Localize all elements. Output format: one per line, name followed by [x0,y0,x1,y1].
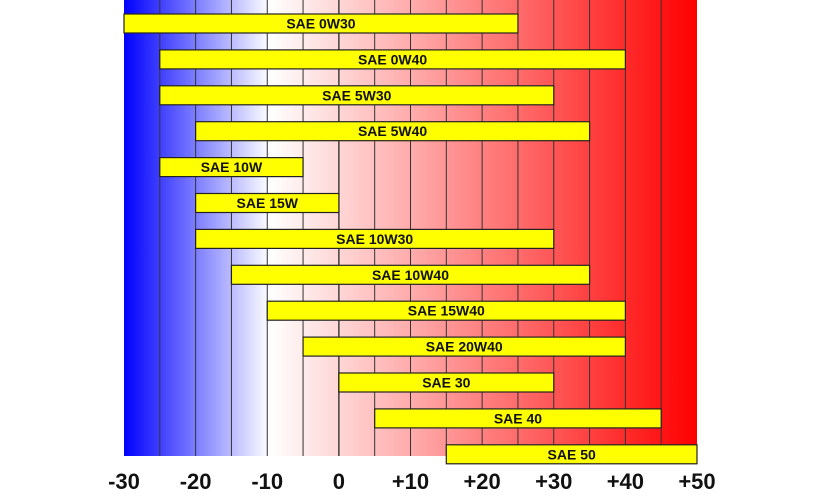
bar-label: SAE 40 [494,410,542,426]
bar-rect [159,85,555,106]
x-tick-label: -30 [108,469,140,494]
x-tick-label: -10 [251,469,283,494]
bar-rect [195,228,555,249]
bar-rect [266,300,626,321]
bar-rect [159,157,304,178]
x-tick-label: +10 [392,469,429,494]
bar-sae-30: SAE 30 [338,372,555,393]
bar-rect [195,192,340,214]
bars-group: SAE 0W30 SAE 0W40 SAE 5W30 SAE 5W40 SAE 10W S… [123,13,698,465]
bar-sae-10w30: SAE 10W30 [195,228,555,249]
bar-label: SAE 0W40 [358,51,427,67]
bar-label: SAE 5W40 [358,123,427,139]
x-tick-label: 0 [333,469,345,494]
bar-label: SAE 50 [548,446,596,462]
bar-sae-10w: SAE 10W [159,157,304,178]
bar-rect [302,336,626,357]
bar-sae-5w40: SAE 5W40 [195,121,591,142]
bar-label: SAE 0W30 [286,16,355,32]
bar-label: SAE 15W40 [408,303,485,319]
bar-label: SAE 10W [201,159,263,175]
bar-sae-0w30: SAE 0W30 [123,13,519,34]
bar-rect [230,264,591,285]
bar-label: SAE 30 [422,375,470,391]
bar-label: SAE 10W30 [336,231,413,247]
bar-sae-15w40: SAE 15W40 [266,300,626,321]
bar-rect [195,121,591,142]
x-axis-tick-labels: -30 -20 -10 0 +10 +20 +30 +40 +50 [108,469,716,494]
bar-rect [338,372,555,393]
bar-label: SAE 10W40 [372,267,449,283]
x-tick-label: +40 [607,469,644,494]
x-tick-label: -20 [180,469,212,494]
bar-sae-5w30: SAE 5W30 [159,85,555,106]
bar-label: SAE 15W [237,195,299,211]
bar-sae-15w: SAE 15W [195,192,340,214]
bar-rect [374,408,662,429]
bar-sae-50: SAE 50 [445,444,698,465]
x-tick-label: +50 [678,469,715,494]
bar-rect [159,49,626,70]
bar-sae-20w40: SAE 20W40 [302,336,626,357]
x-tick-label: +30 [535,469,572,494]
bar-sae-40: SAE 40 [374,408,662,429]
bar-rect [445,444,698,465]
x-tick-label: +20 [463,469,500,494]
bar-sae-0w40: SAE 0W40 [159,49,626,70]
bar-label: SAE 5W30 [322,87,391,103]
bar-label: SAE 20W40 [426,339,503,355]
bar-rect [123,13,519,34]
bar-sae-10w40: SAE 10W40 [230,264,591,285]
